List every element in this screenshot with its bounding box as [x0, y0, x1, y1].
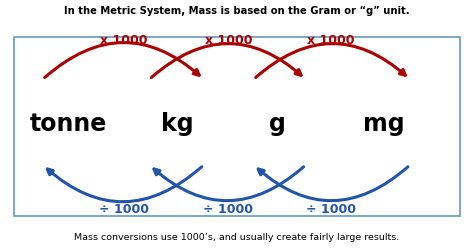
FancyArrowPatch shape — [47, 167, 202, 202]
FancyArrowPatch shape — [154, 167, 304, 201]
Text: mg: mg — [363, 112, 405, 136]
Text: x 1000: x 1000 — [100, 34, 148, 47]
Text: ÷ 1000: ÷ 1000 — [306, 203, 356, 216]
Text: x 1000: x 1000 — [307, 34, 355, 47]
Text: ÷ 1000: ÷ 1000 — [203, 203, 254, 216]
Text: Mass conversions use 1000’s, and usually create fairly large results.: Mass conversions use 1000’s, and usually… — [74, 233, 400, 242]
FancyArrowPatch shape — [255, 44, 405, 78]
FancyArrowPatch shape — [45, 42, 199, 78]
Text: ÷ 1000: ÷ 1000 — [99, 203, 149, 216]
FancyBboxPatch shape — [14, 37, 460, 216]
FancyArrowPatch shape — [151, 44, 301, 78]
Text: In the Metric System, Mass is based on the Gram or “g” unit.: In the Metric System, Mass is based on t… — [64, 6, 410, 16]
Text: kg: kg — [162, 112, 194, 136]
FancyArrowPatch shape — [258, 167, 408, 201]
Text: tonne: tonne — [30, 112, 107, 136]
Text: x 1000: x 1000 — [205, 34, 252, 47]
Text: g: g — [269, 112, 286, 136]
